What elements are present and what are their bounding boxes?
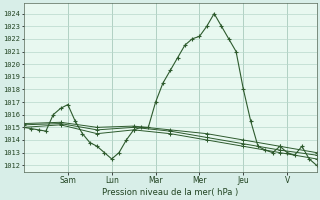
X-axis label: Pression niveau de la mer( hPa ): Pression niveau de la mer( hPa ) [102, 188, 238, 197]
